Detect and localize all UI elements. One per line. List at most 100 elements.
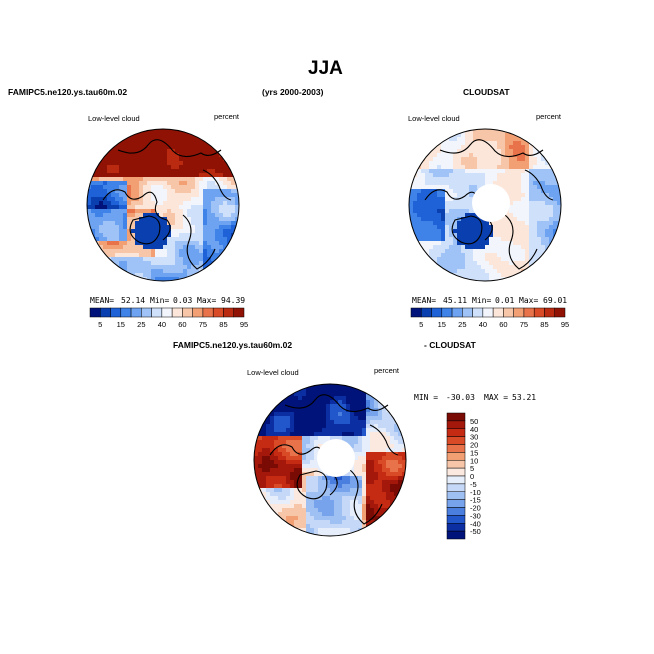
map-cell — [91, 213, 96, 218]
map-cell — [151, 133, 156, 138]
map-cell — [493, 129, 498, 134]
colorbar-swatch — [446, 515, 466, 524]
map-cell — [290, 448, 295, 453]
map-cell — [425, 205, 430, 210]
map-cell — [302, 424, 307, 429]
map-cell — [171, 205, 176, 210]
map-cell — [278, 492, 283, 497]
map-cell — [541, 237, 546, 242]
map-cell — [294, 484, 299, 489]
map-cell — [477, 265, 482, 270]
map-cell — [525, 193, 530, 198]
map-cell — [187, 173, 192, 178]
map-cell — [147, 257, 152, 262]
map-cell — [390, 420, 395, 425]
map-cell — [286, 516, 291, 521]
map-cell — [139, 229, 144, 234]
map-cell — [163, 165, 168, 170]
map-cell — [219, 201, 224, 206]
coastline — [369, 424, 399, 456]
map-cell — [509, 165, 514, 170]
map-cell — [215, 145, 220, 150]
colorbar-swatch — [446, 436, 466, 445]
map-cell — [370, 492, 375, 497]
map-cell — [390, 444, 395, 449]
map-cell — [557, 201, 561, 206]
map-cell — [219, 217, 224, 222]
map-cell — [545, 197, 550, 202]
map-cell — [262, 460, 267, 465]
map-cell — [123, 169, 128, 174]
map-cell — [318, 416, 323, 421]
map-cell — [119, 141, 124, 146]
map-cell — [473, 229, 478, 234]
map-cell — [147, 253, 152, 258]
map-cell — [223, 241, 228, 246]
map-cell — [147, 265, 152, 270]
map-cell — [155, 237, 160, 242]
map-cell — [429, 169, 434, 174]
map-cell — [147, 209, 152, 214]
map-cell — [175, 261, 180, 266]
map-cell — [203, 249, 208, 254]
map-cell — [119, 189, 124, 194]
map-cell — [417, 229, 422, 234]
colorbar-tick-label: -5 — [470, 480, 477, 489]
map-cell — [107, 185, 112, 190]
map-cell — [346, 508, 351, 513]
map-cell — [103, 161, 108, 166]
map-cell — [413, 241, 418, 246]
map-cell — [235, 217, 239, 222]
map-cell — [545, 253, 550, 258]
map-cell — [449, 213, 454, 218]
map-cell — [453, 153, 458, 158]
map-cell — [541, 161, 546, 166]
map-cell — [294, 416, 299, 421]
map-cell — [441, 245, 446, 250]
map-cell — [135, 249, 140, 254]
map-cell — [282, 516, 287, 521]
map-cell — [354, 516, 359, 521]
map-cell — [270, 476, 275, 481]
map-cell — [258, 480, 263, 485]
map-cell — [425, 233, 430, 238]
map-cell — [521, 229, 526, 234]
map-cell — [274, 484, 279, 489]
map-cell — [513, 181, 518, 186]
map-cell — [358, 520, 363, 525]
map-cell — [501, 173, 506, 178]
map-cell — [322, 412, 327, 417]
map-cell — [433, 193, 438, 198]
map-cell — [497, 133, 502, 138]
map-cell — [290, 468, 295, 473]
map-cell — [497, 241, 502, 246]
map-cell — [529, 225, 534, 230]
map-cell — [278, 500, 283, 505]
map-cell — [127, 169, 132, 174]
map-cell — [553, 241, 558, 246]
map-cell — [199, 161, 204, 166]
map-cell — [525, 229, 530, 234]
map-cell — [545, 177, 550, 182]
map-cell — [513, 137, 518, 142]
map-cell — [461, 201, 466, 206]
map-cell — [390, 440, 395, 445]
map-cell — [159, 201, 164, 206]
map-cell — [473, 225, 478, 230]
map-cell — [322, 384, 327, 389]
map-cell — [123, 249, 128, 254]
map-cell — [99, 161, 104, 166]
map-cell — [91, 221, 96, 226]
map-cell — [171, 217, 176, 222]
map-cell — [322, 408, 327, 413]
map-cell — [533, 229, 538, 234]
map-cell — [445, 229, 450, 234]
map-cell — [139, 225, 144, 230]
map-cell — [362, 524, 367, 529]
map-cell — [481, 133, 486, 138]
map-cell — [346, 404, 351, 409]
map-cell — [290, 504, 295, 509]
map-cell — [211, 233, 216, 238]
map-cell — [382, 496, 387, 501]
map-cell — [402, 456, 406, 461]
